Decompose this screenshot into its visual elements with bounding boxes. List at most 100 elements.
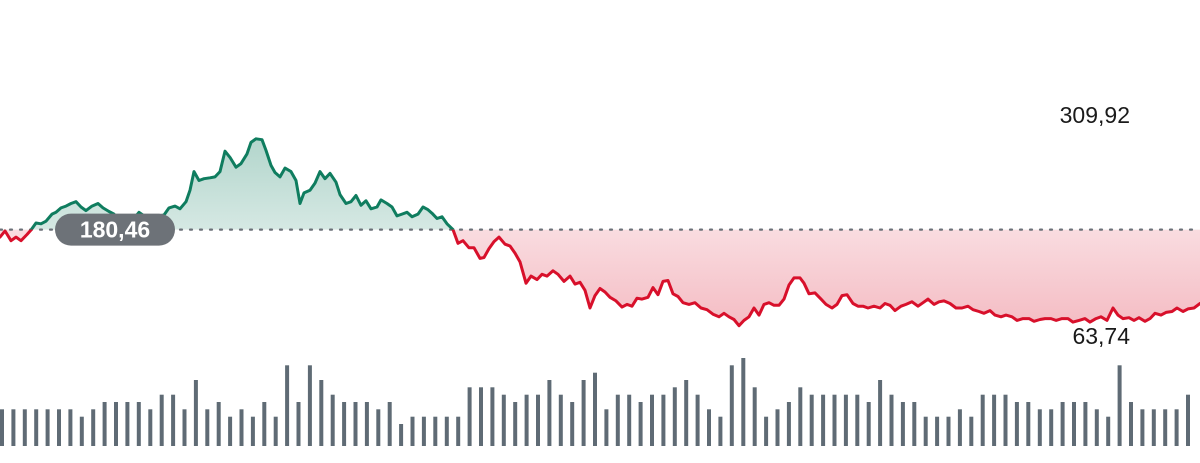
volume-bar (843, 394, 848, 446)
volume-bar (878, 380, 883, 446)
volume-bar (866, 402, 871, 446)
volume-bar (729, 365, 734, 446)
volume-bar (136, 402, 141, 446)
volume-bar (262, 402, 267, 446)
volume-bar (239, 409, 244, 446)
volume-bar (205, 409, 210, 446)
area-below-reference (0, 229, 1200, 326)
volume-bar (273, 416, 278, 446)
volume-bar (547, 380, 552, 446)
volume-bar (433, 416, 438, 446)
volume-bar (171, 394, 176, 446)
volume-bar (490, 387, 495, 446)
volume-bar (946, 416, 951, 446)
volume-bars (0, 358, 1190, 446)
price-line-below-reference (0, 229, 1200, 328)
volume-bar (900, 402, 905, 446)
volume-bar (1026, 402, 1031, 446)
volume-bar (410, 416, 415, 446)
volume-bar (387, 402, 392, 446)
volume-bar (855, 394, 860, 446)
max-price-label: 309,92 (1060, 102, 1130, 128)
volume-bar (638, 402, 643, 446)
volume-bar (832, 394, 837, 446)
volume-bar (992, 394, 997, 446)
volume-bar (513, 402, 518, 446)
volume-bar (1049, 409, 1054, 446)
volume-bar (1060, 402, 1065, 446)
volume-bar (216, 402, 221, 446)
volume-bar (718, 416, 723, 446)
volume-bar (182, 409, 187, 446)
volume-bar (228, 416, 233, 446)
volume-bar (296, 402, 301, 446)
volume-bar (376, 409, 381, 446)
volume-bar (193, 380, 198, 446)
volume-bar (421, 416, 426, 446)
area-above-reference (0, 138, 1200, 230)
volume-bar (661, 394, 666, 446)
volume-bar (399, 424, 404, 446)
volume-bar (444, 416, 449, 446)
volume-bar (570, 402, 575, 446)
volume-bar (969, 416, 974, 446)
volume-bar (79, 416, 84, 446)
volume-bar (1106, 416, 1111, 446)
volume-bar (353, 402, 358, 446)
volume-bar (1072, 402, 1076, 446)
reference-value-label: 180,46 (80, 217, 150, 243)
plot-layer (0, 137, 1200, 328)
volume-bar (501, 394, 506, 446)
volume-bar (593, 372, 597, 446)
volume-bar (957, 409, 962, 446)
volume-bar (1174, 409, 1179, 446)
volume-bar (91, 409, 96, 446)
volume-bar (467, 387, 472, 446)
volume-bar (45, 409, 50, 446)
volume-bar (22, 409, 27, 446)
volume-bar (1163, 409, 1168, 446)
volume-bar (1151, 409, 1156, 446)
volume-bar (1117, 365, 1122, 446)
volume-bar (786, 402, 791, 446)
volume-bar (923, 416, 928, 446)
volume-bar (1094, 409, 1099, 446)
volume-bar (1003, 394, 1008, 446)
volume-bar (615, 394, 620, 446)
volume-bar (935, 416, 940, 446)
volume-bar (125, 402, 130, 446)
min-price-label: 63,74 (1072, 323, 1130, 349)
volume-bar (1129, 402, 1133, 446)
volume-bar (1037, 409, 1042, 446)
volume-bar (68, 409, 73, 446)
volume-bar (0, 409, 4, 446)
volume-bar (581, 380, 586, 446)
volume-bar (148, 409, 153, 446)
volume-bar (775, 409, 780, 446)
volume-bar (102, 402, 107, 446)
volume-bar (650, 394, 654, 446)
volume-bar (319, 380, 324, 446)
volume-bar (627, 394, 632, 446)
volume-bar (912, 402, 917, 446)
volume-bar (307, 365, 312, 446)
volume-bar (342, 402, 347, 446)
volume-bar (821, 394, 826, 446)
volume-bar (684, 380, 689, 446)
volume-bar (285, 365, 290, 446)
volume-bar (889, 394, 894, 446)
volume-bar (764, 416, 769, 446)
volume-bar (809, 394, 814, 446)
volume-bar (57, 409, 61, 446)
volume-bar (456, 416, 461, 446)
volume-bar (604, 409, 609, 446)
volume-bar (1014, 402, 1019, 446)
volume-bar (558, 394, 563, 446)
volume-bar (980, 394, 985, 446)
reference-badge: 180,46 (55, 213, 175, 246)
volume-bar (114, 402, 118, 446)
volume-bar (695, 394, 700, 446)
volume-bar (1140, 409, 1145, 446)
volume-bar (707, 409, 711, 446)
